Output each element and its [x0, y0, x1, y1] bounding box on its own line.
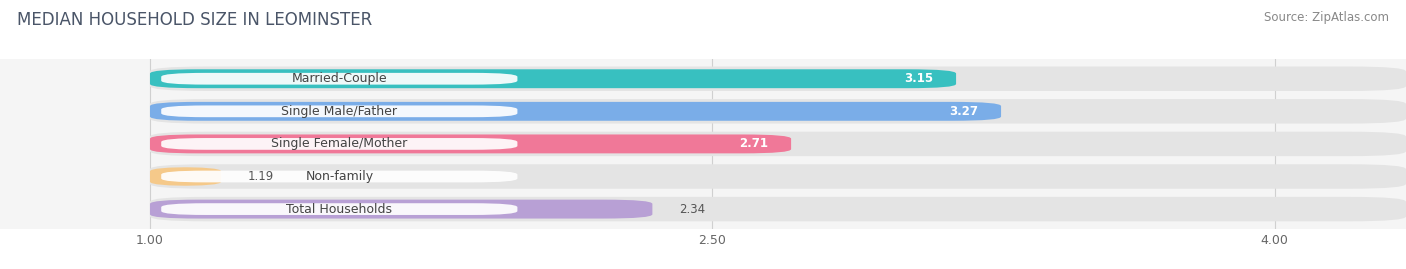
Text: Married-Couple: Married-Couple — [291, 72, 387, 85]
FancyBboxPatch shape — [162, 73, 517, 84]
FancyBboxPatch shape — [150, 99, 1406, 123]
FancyBboxPatch shape — [150, 69, 956, 88]
FancyBboxPatch shape — [150, 132, 1406, 156]
FancyBboxPatch shape — [162, 138, 517, 150]
FancyBboxPatch shape — [150, 164, 1406, 189]
Text: Single Female/Mother: Single Female/Mother — [271, 137, 408, 150]
Text: Non-family: Non-family — [305, 170, 374, 183]
Text: 1.19: 1.19 — [247, 170, 274, 183]
FancyBboxPatch shape — [150, 197, 1406, 221]
Text: Source: ZipAtlas.com: Source: ZipAtlas.com — [1264, 11, 1389, 24]
Text: 3.15: 3.15 — [904, 72, 934, 85]
Text: 2.34: 2.34 — [679, 203, 704, 215]
FancyBboxPatch shape — [150, 200, 652, 218]
Text: Total Households: Total Households — [287, 203, 392, 215]
FancyBboxPatch shape — [162, 203, 517, 215]
Text: MEDIAN HOUSEHOLD SIZE IN LEOMINSTER: MEDIAN HOUSEHOLD SIZE IN LEOMINSTER — [17, 11, 373, 29]
FancyBboxPatch shape — [150, 134, 792, 153]
Text: Single Male/Father: Single Male/Father — [281, 105, 398, 118]
FancyBboxPatch shape — [162, 105, 517, 117]
FancyBboxPatch shape — [150, 167, 221, 186]
FancyBboxPatch shape — [150, 66, 1406, 91]
Text: 2.71: 2.71 — [740, 137, 769, 150]
FancyBboxPatch shape — [150, 102, 1001, 121]
FancyBboxPatch shape — [162, 171, 517, 182]
Text: 3.27: 3.27 — [949, 105, 979, 118]
